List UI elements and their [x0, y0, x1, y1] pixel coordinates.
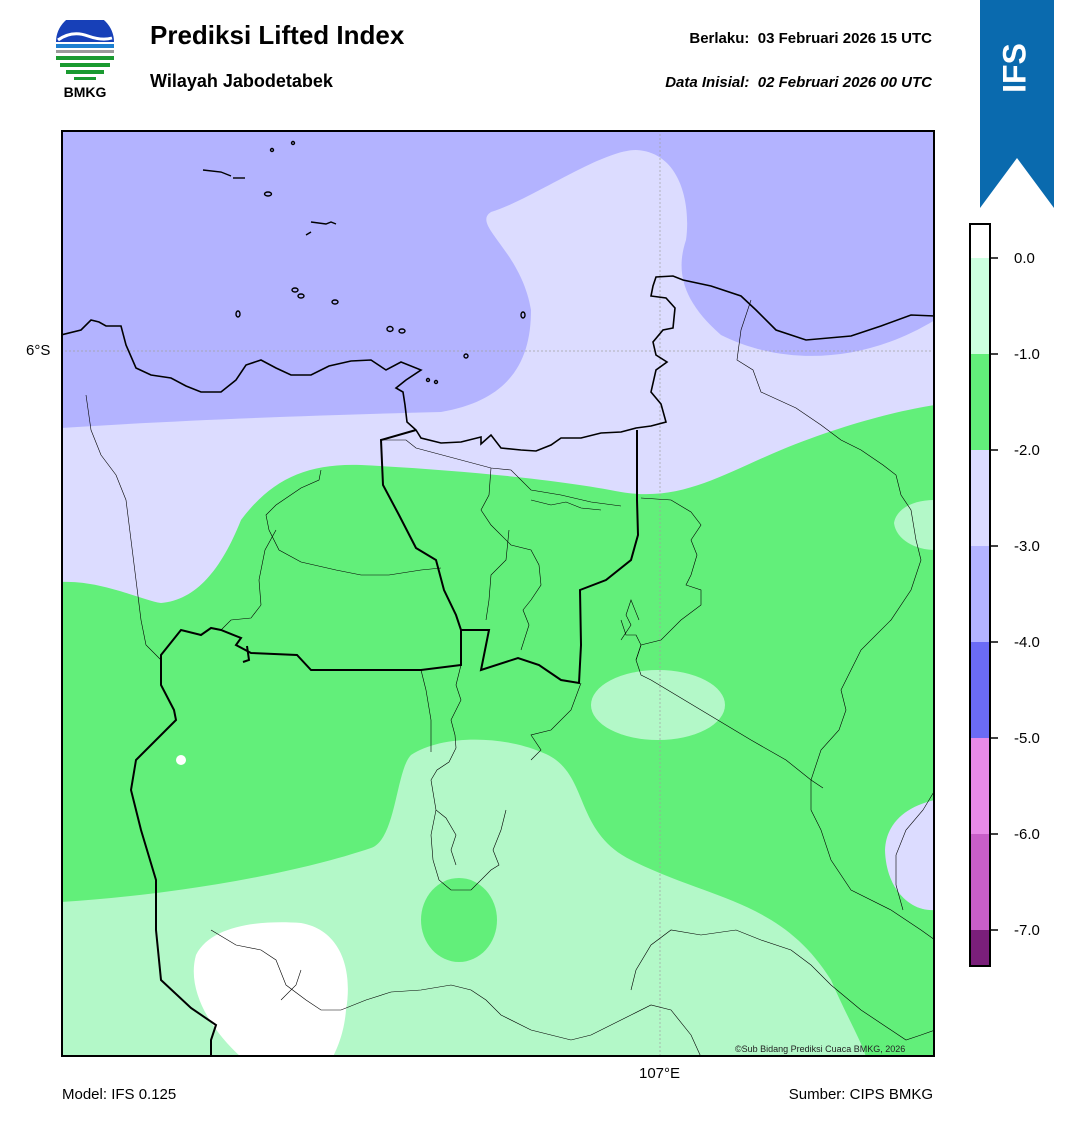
thousand-islands — [202, 140, 526, 385]
li-patch-minus-2 — [421, 878, 497, 962]
region-subtitle: Wilayah Jabodetabek — [150, 71, 333, 91]
colorbar — [969, 223, 998, 967]
bmkg-logo — [56, 20, 114, 80]
valid-value: 03 Februari 2026 15 UTC — [757, 30, 932, 47]
lifted-index-map — [61, 130, 935, 1057]
init-time: Data Inisial: 02 Februari 2026 00 UTC — [665, 74, 932, 91]
colorbar-tick-label: -1.0 — [1014, 346, 1040, 363]
colorbar-tick-label: -6.0 — [1014, 826, 1040, 843]
ifs-badge-text: IFS — [996, 43, 1032, 93]
model-info: Model: IFS 0.125 — [62, 1086, 177, 1103]
latitude-label: 6°S — [26, 342, 51, 359]
map-credit: ©Sub Bidang Prediksi Cuaca BMKG, 2026 — [735, 1044, 906, 1054]
province-boundaries — [129, 429, 640, 1057]
li-patch-minus-1-east — [894, 500, 935, 550]
li-patch-minus-1 — [591, 670, 725, 740]
colorbar-tick-label: 0.0 — [1014, 250, 1035, 267]
init-label: Data Inisial: — [665, 74, 750, 91]
li-zone-positive — [193, 922, 348, 1057]
init-value: 02 Februari 2026 00 UTC — [757, 74, 932, 91]
colorbar-tick-label: -4.0 — [1014, 634, 1040, 651]
coastline-west — [61, 275, 935, 452]
page-title: Prediksi Lifted Index — [150, 20, 405, 50]
logo-text: BMKG — [63, 84, 107, 100]
colorbar-tick-label: -3.0 — [1014, 538, 1040, 555]
valid-label: Berlaku: — [689, 30, 750, 47]
colorbar-tick-label: -7.0 — [1014, 922, 1040, 939]
longitude-label: 107°E — [639, 1065, 681, 1082]
colorbar-tick-label: -2.0 — [1014, 442, 1040, 459]
data-source: Sumber: CIPS BMKG — [788, 1086, 933, 1103]
valid-time: Berlaku: 03 Februari 2026 15 UTC — [689, 30, 932, 47]
ifs-badge: IFS — [980, 0, 1054, 208]
colorbar-tick-label: -5.0 — [1014, 730, 1040, 747]
district-boundaries — [85, 299, 935, 1057]
li-patch-minus-3-east — [885, 800, 935, 911]
